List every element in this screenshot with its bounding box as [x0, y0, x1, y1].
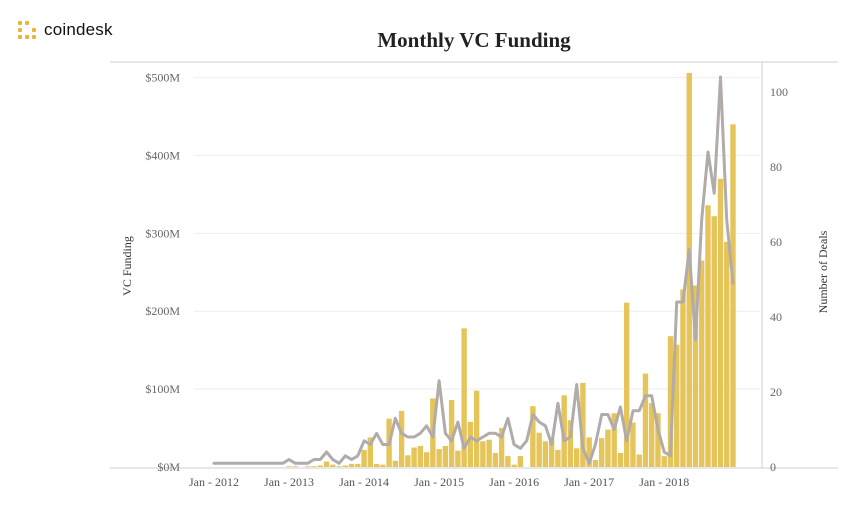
- bar-2015-07: [473, 390, 480, 467]
- bar-2016-05: [536, 432, 542, 467]
- bar-2013-10: [342, 465, 349, 467]
- deals-line: [212, 75, 735, 465]
- y2-axis-title: Number of Deals: [816, 230, 830, 313]
- bar-2018-07: [699, 260, 705, 467]
- bar-2018-06: [692, 285, 699, 467]
- bar-2014-07: [398, 410, 405, 467]
- y-tick-label: $200M: [145, 304, 180, 318]
- bar-2017-11: [649, 403, 655, 467]
- y2-tick-label: 20: [770, 385, 782, 399]
- bar-2017-06: [617, 452, 624, 467]
- bar-2018-04: [680, 289, 686, 467]
- bar-2016-11: [573, 448, 580, 467]
- y2-tick-label: 80: [770, 160, 782, 174]
- bar-2017-03: [598, 438, 605, 467]
- bar-2018-10: [717, 178, 724, 468]
- bar-2015-06: [467, 421, 474, 467]
- bar-2015-09: [486, 439, 492, 467]
- x-tick-label: Jan - 2018: [639, 475, 689, 489]
- bar-2014-02: [367, 437, 374, 467]
- bar-2016-09: [561, 395, 567, 467]
- bar-2013-08: [330, 464, 336, 467]
- x-tick-label: Jan - 2013: [264, 475, 314, 489]
- bar-2013-07: [323, 461, 330, 467]
- bar-2016-07: [548, 438, 555, 467]
- bar-2017-01: [586, 437, 592, 467]
- bar-2018-03: [674, 344, 680, 467]
- y-tick-label: $100M: [145, 382, 180, 396]
- bar-2018-09: [711, 216, 717, 467]
- bar-2017-04: [605, 429, 611, 467]
- bar-2014-03: [373, 463, 380, 467]
- bar-2015-01: [436, 449, 442, 467]
- bar-2017-05: [611, 413, 617, 467]
- y-tick-label: $400M: [145, 148, 180, 162]
- y-tick-label: $300M: [145, 226, 180, 240]
- bar-2017-08: [630, 422, 636, 467]
- bar-2018-12: [730, 124, 736, 468]
- y2-tick-label: 100: [770, 85, 788, 99]
- bar-2014-09: [411, 447, 417, 467]
- bar-2017-12: [655, 413, 661, 467]
- bar-2016-04: [530, 406, 536, 467]
- bar-2014-11: [423, 452, 430, 467]
- bar-2016-08: [555, 449, 561, 467]
- coindesk-logo[interactable]: coindesk: [16, 18, 113, 42]
- x-tick-label: Jan - 2014: [339, 475, 389, 489]
- chart-title: Monthly VC Funding: [377, 28, 571, 52]
- bar-2017-07: [624, 302, 630, 467]
- bar-2014-10: [417, 445, 424, 467]
- bar-2016-02: [517, 456, 524, 467]
- bar-2018-11: [724, 241, 730, 467]
- bar-2016-01: [511, 464, 517, 467]
- bar-2017-10: [642, 373, 649, 467]
- y2-tick-label: 0: [770, 460, 776, 474]
- x-tick-label: Jan - 2017: [564, 475, 614, 489]
- bar-2014-06: [392, 460, 399, 467]
- bar-2015-12: [505, 456, 511, 467]
- bar-2013-09: [336, 466, 342, 467]
- bar-2013-12: [355, 463, 361, 467]
- bar-2015-04: [455, 450, 461, 467]
- bar-2013-02: [292, 466, 298, 467]
- x-tick-label: Jan - 2012: [189, 475, 239, 489]
- bar-2018-08: [705, 205, 711, 468]
- bar-2013-06: [317, 465, 323, 467]
- y-axis-title: VC Funding: [120, 236, 134, 296]
- bar-2018-01: [661, 456, 667, 467]
- y2-tick-label: 40: [770, 310, 782, 324]
- bar-2014-08: [405, 455, 411, 467]
- bar-2018-02: [667, 336, 674, 467]
- bar-2014-01: [361, 449, 367, 467]
- coindesk-logo-icon: [18, 21, 36, 39]
- bar-2013-01: [286, 466, 292, 467]
- bar-2016-10: [567, 420, 574, 467]
- bar-2014-04: [380, 464, 386, 467]
- x-tick-label: Jan - 2016: [489, 475, 539, 489]
- bar-2013-04: [305, 466, 311, 467]
- bar-2013-05: [311, 466, 317, 467]
- y2-tick-label: 60: [770, 235, 782, 249]
- y-tick-label: $500M: [145, 71, 180, 85]
- brand-name: coindesk: [44, 20, 113, 39]
- x-tick-label: Jan - 2015: [414, 475, 464, 489]
- bar-2016-06: [542, 441, 549, 467]
- bar-2015-10: [492, 452, 499, 467]
- bar-2016-12: [580, 382, 586, 467]
- bar-2015-03: [448, 400, 455, 467]
- bar-2013-11: [348, 463, 355, 467]
- bar-2015-11: [498, 428, 505, 467]
- bar-2015-02: [442, 445, 449, 467]
- bar-2017-02: [592, 459, 599, 467]
- y-tick-label: $0M: [157, 460, 180, 474]
- bar-2015-08: [480, 441, 486, 467]
- bar-2015-05: [461, 328, 467, 467]
- bar-2017-09: [636, 454, 642, 467]
